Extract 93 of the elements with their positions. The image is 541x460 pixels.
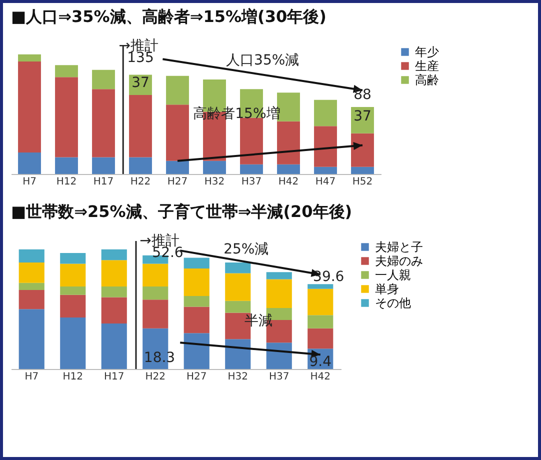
legend-label: 単身: [375, 282, 399, 296]
x-tick-label: H22: [130, 176, 151, 188]
bar: [308, 288, 334, 316]
x-tick-label: H52: [352, 176, 373, 188]
x-tick-label: H47: [315, 176, 336, 188]
legend-label: その他: [375, 296, 411, 310]
bar: [240, 118, 263, 164]
x-tick-label: H37: [269, 372, 290, 382]
x-tick-label: H17: [104, 372, 124, 382]
bar: [101, 260, 127, 286]
bar: [142, 286, 168, 300]
bar: [129, 157, 152, 174]
annotation: 39.6: [313, 268, 344, 285]
bar: [314, 166, 337, 174]
bar: [166, 104, 189, 161]
bar: [142, 300, 168, 328]
annotation: 25%減: [224, 241, 269, 258]
chart-title: ■人口⇒35%減、高齢者⇒15%増(30年後): [11, 7, 326, 26]
bar: [18, 62, 41, 152]
x-tick-label: H42: [310, 372, 330, 382]
bar: [60, 318, 86, 369]
bar: [184, 333, 210, 369]
bar: [225, 339, 251, 369]
annotation: 37: [354, 108, 372, 125]
x-tick-label: H7: [24, 372, 39, 382]
bar: [203, 160, 226, 174]
bar: [60, 264, 86, 286]
x-tick-label: H7: [22, 176, 36, 188]
bar: [18, 290, 44, 310]
bar: [18, 262, 44, 283]
bar: [18, 152, 41, 174]
x-tick-label: H32: [204, 176, 225, 188]
bar: [101, 249, 127, 260]
x-tick-label: H27: [186, 372, 207, 382]
x-tick-label: H27: [167, 176, 188, 188]
bar: [101, 297, 127, 324]
x-tick-label: H42: [278, 176, 299, 188]
bar: [240, 164, 263, 174]
bar: [55, 77, 78, 158]
bar: [308, 328, 334, 349]
bar: [18, 54, 41, 62]
bar: [351, 133, 374, 167]
annotation: 人口35%減: [226, 52, 300, 68]
legend-label: 年少: [415, 45, 439, 59]
annotation: 37: [132, 75, 150, 92]
bar: [225, 300, 251, 313]
bar: [92, 157, 115, 174]
chart-title: ■世帯数⇒25%減、子育て世帯⇒半減(20年後): [11, 202, 352, 221]
bar: [101, 286, 127, 298]
bar: [225, 273, 251, 301]
legend-label: 生産: [415, 59, 439, 73]
bar: [308, 315, 334, 328]
bar: [314, 126, 337, 167]
bar: [184, 296, 210, 307]
bar: [351, 166, 374, 174]
bar: [277, 164, 300, 174]
bar: [308, 284, 334, 289]
bar: [101, 324, 127, 369]
legend-label: 夫婦と子: [375, 240, 423, 254]
x-tick-label: H22: [145, 372, 166, 382]
legend-label: 夫婦のみ: [375, 254, 423, 268]
bar: [92, 70, 115, 90]
legend-label: 一人親: [375, 268, 411, 282]
legend-label: 高齢: [415, 73, 439, 87]
bar: [166, 160, 189, 174]
bar: [55, 157, 78, 174]
x-tick-label: H32: [228, 372, 248, 382]
bar: [18, 309, 44, 369]
bar: [92, 89, 115, 158]
bar: [266, 279, 292, 308]
bar: [225, 262, 251, 274]
bar: [60, 286, 86, 295]
bar: [184, 268, 210, 296]
bar: [18, 249, 44, 263]
bar: [55, 65, 78, 78]
x-tick-label: H12: [56, 176, 77, 188]
x-tick-label: H17: [93, 176, 114, 188]
bar: [184, 258, 210, 269]
bar: [18, 282, 44, 290]
x-tick-label: H37: [241, 176, 262, 188]
bar: [142, 264, 168, 286]
bar: [314, 100, 337, 126]
bar: [277, 121, 300, 164]
bar: [266, 342, 292, 369]
bar: [129, 95, 152, 158]
bar: [184, 306, 210, 334]
bar: [266, 272, 292, 280]
x-tick-label: H12: [62, 372, 83, 382]
annotation: 88: [354, 87, 372, 104]
bar: [60, 294, 86, 318]
annotation: 9.4: [309, 354, 332, 370]
bar: [166, 76, 189, 105]
bar: [60, 252, 86, 264]
